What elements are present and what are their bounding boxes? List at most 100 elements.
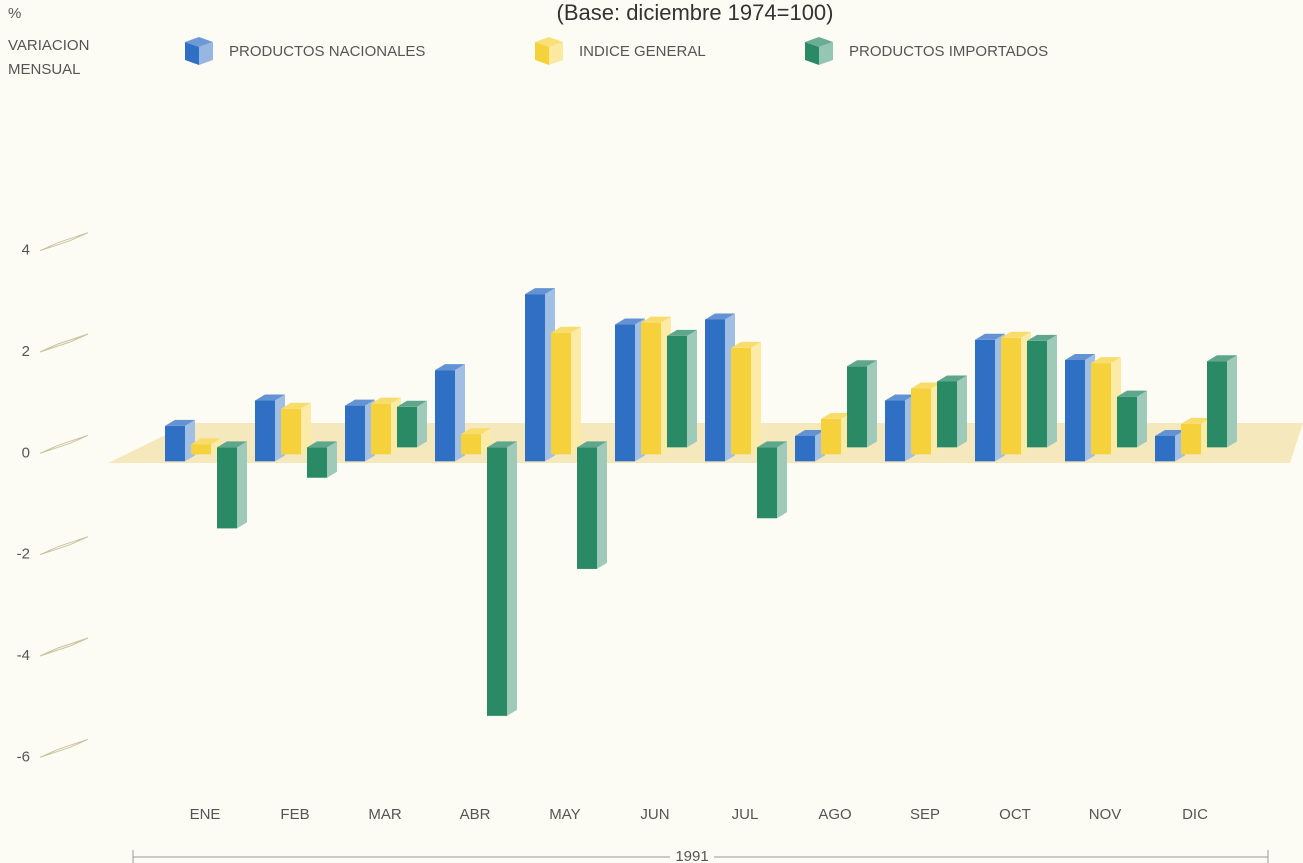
legend-swatch [819,42,833,65]
bar [577,447,597,569]
y-tick-label: -2 [17,546,30,563]
bar-side [301,402,311,455]
bar [487,447,507,716]
y-tick-label: -4 [17,647,30,664]
legend-swatch [805,42,819,65]
legend-swatch [185,42,199,65]
bar-top [641,316,671,323]
x-tick-label: NOV [1089,806,1122,823]
bar-top [255,394,285,401]
tick-mark [39,637,89,657]
bar [705,319,725,462]
bar-top [847,360,877,367]
bar-side [867,360,877,448]
bar [885,400,905,462]
bar-side [327,441,337,478]
x-tick-label: JUL [732,806,759,823]
bar-top [281,402,311,409]
bar [821,418,841,455]
bar-top [795,430,825,436]
y-tick-label: 2 [22,343,30,360]
bar-top [191,438,221,445]
bar-side [957,375,967,448]
bar [615,324,635,462]
bar-top [975,333,1005,340]
bar [847,366,867,448]
bar [795,436,815,462]
bar-top [821,412,851,419]
x-tick-label: FEB [280,806,309,823]
bar [165,425,185,462]
bar [525,294,545,462]
bar-top [307,441,337,448]
bar-top [911,382,941,389]
bar-top [757,441,787,448]
bar-side [211,438,221,455]
bar-side [1227,355,1237,448]
bar-top [461,428,491,435]
bar-top [1155,430,1185,436]
bar [281,408,301,455]
bar-side [687,329,697,448]
tick-mark [39,333,89,353]
bar-side [571,326,581,455]
bar-top [577,441,607,448]
tick-mark [39,232,89,252]
bar-top [615,318,645,325]
bar-top [371,397,401,404]
chart-title: (Base: diciembre 1974=100) [557,0,834,25]
bar-top [397,400,427,407]
bar [1065,360,1085,462]
bar-top [525,288,555,295]
bar [397,406,417,448]
x-tick-label: MAR [368,806,402,823]
bar-top [705,313,735,320]
bar [641,322,661,455]
bar [937,381,957,448]
bar [345,405,365,462]
bar [551,332,571,455]
x-tick-label: ENE [190,806,221,823]
bar-side [597,441,607,569]
y-label: MENSUAL [8,61,81,78]
legend-swatch [199,42,213,65]
y-label: VARIACION [8,37,89,54]
legend-swatch [549,42,563,65]
bar [461,434,481,455]
bar-top [345,399,375,406]
bar-top [1001,331,1031,338]
bar [1181,423,1201,455]
bar-top [1065,354,1095,360]
bar-top [551,326,581,333]
bar [435,370,455,462]
bar [975,339,995,462]
legend-label: PRODUCTOS NACIONALES [229,43,425,60]
x-tick-label: DIC [1182,806,1208,823]
bar [255,400,275,462]
bar-top [667,329,697,336]
x-group-label: 1991 [675,848,708,863]
legend-label: PRODUCTOS IMPORTADOS [849,43,1048,60]
bar [191,444,211,455]
bar [371,403,391,455]
bar [1001,337,1021,455]
bar [1155,436,1175,462]
tick-mark [39,434,89,454]
label-bg [670,848,714,863]
bar [1117,396,1137,448]
tick-mark [39,738,89,758]
bar-top [1091,357,1121,364]
bar [217,447,237,529]
bar-top [165,419,195,426]
x-tick-label: AGO [818,806,851,823]
x-tick-label: SEP [910,806,940,823]
x-tick-label: ABR [460,806,491,823]
bar [911,388,931,455]
bar-side [751,341,761,455]
bar-top [435,364,465,371]
x-tick-label: OCT [999,806,1031,823]
legend-label: INDICE GENERAL [579,43,706,60]
bar [1207,361,1227,448]
bar [1027,340,1047,448]
